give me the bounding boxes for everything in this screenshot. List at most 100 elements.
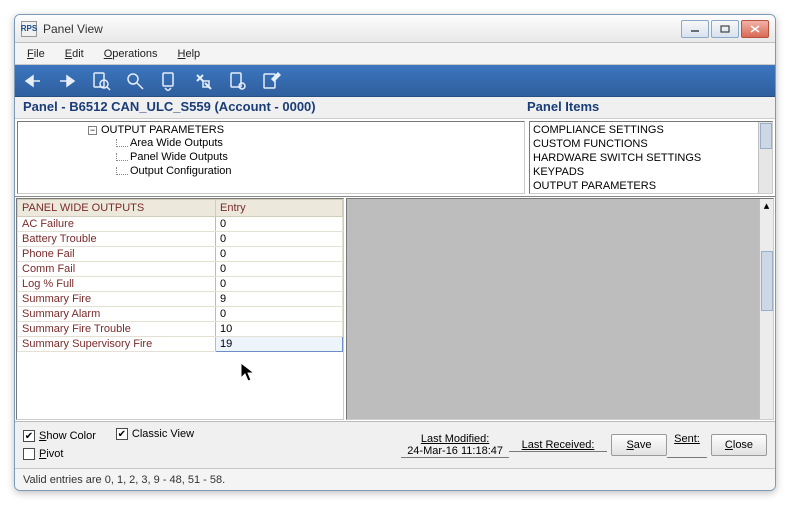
table-row[interactable]: Phone Fail0 bbox=[18, 247, 343, 262]
menu-edit[interactable]: Edit bbox=[57, 46, 92, 62]
pivot-checkbox[interactable]: Pivot bbox=[23, 448, 96, 460]
page-down-icon[interactable] bbox=[157, 69, 181, 93]
page-config-icon[interactable] bbox=[225, 69, 249, 93]
scrollbar-vertical[interactable]: ▴ bbox=[759, 199, 773, 419]
table-row[interactable]: Battery Trouble0 bbox=[18, 232, 343, 247]
tree-item-panel-wide[interactable]: Panel Wide Outputs bbox=[116, 150, 522, 164]
mid-pane: PANEL WIDE OUTPUTS Entry AC Failure0 Bat… bbox=[15, 197, 775, 422]
table-row-selected[interactable]: Summary Supervisory Fire19 bbox=[18, 337, 343, 352]
scroll-thumb[interactable] bbox=[761, 251, 773, 311]
close-button[interactable]: Close bbox=[711, 434, 767, 456]
row-label: Summary Fire Trouble bbox=[18, 322, 216, 337]
toolbar bbox=[15, 65, 775, 97]
bottom-pane: ✔ Show Color Pivot ✔ Classic View Last M… bbox=[15, 422, 775, 468]
menubar: File Edit Operations Help bbox=[15, 43, 775, 65]
maximize-button[interactable] bbox=[711, 20, 739, 38]
last-sent-label: Sent: bbox=[674, 433, 700, 445]
scroll-thumb[interactable] bbox=[760, 123, 772, 149]
checkbox-label: Show Color bbox=[39, 430, 96, 442]
panel-title: Panel - B6512 CAN_ULC_S559 (Account - 00… bbox=[23, 99, 527, 114]
checkbox-label: Pivot bbox=[39, 448, 63, 460]
row-entry[interactable]: 9 bbox=[216, 292, 343, 307]
row-entry[interactable]: 0 bbox=[216, 307, 343, 322]
classic-view-checkbox[interactable]: ✔ Classic View bbox=[116, 428, 194, 440]
search-icon[interactable] bbox=[123, 69, 147, 93]
list-item[interactable]: OUTPUT PARAMETERS bbox=[533, 179, 769, 193]
row-label: AC Failure bbox=[18, 217, 216, 232]
forward-icon[interactable] bbox=[55, 69, 79, 93]
last-modified-value: 24-Mar-16 11:18:47 bbox=[407, 445, 503, 457]
tree-pane[interactable]: − OUTPUT PARAMETERS Area Wide Outputs Pa… bbox=[17, 121, 525, 194]
minimize-button[interactable] bbox=[681, 20, 709, 38]
row-label: Summary Alarm bbox=[18, 307, 216, 322]
table-row[interactable]: AC Failure0 bbox=[18, 217, 343, 232]
tree-item-label: Area Wide Outputs bbox=[130, 137, 223, 149]
row-label: Phone Fail bbox=[18, 247, 216, 262]
table-row[interactable]: Log % Full0 bbox=[18, 277, 343, 292]
row-entry[interactable]: 0 bbox=[216, 277, 343, 292]
checkbox-icon bbox=[23, 448, 35, 460]
list-item[interactable]: HARDWARE SWITCH SETTINGS bbox=[533, 151, 769, 165]
panel-items-title: Panel Items bbox=[527, 99, 767, 114]
row-entry[interactable]: 0 bbox=[216, 247, 343, 262]
row-label: Log % Full bbox=[18, 277, 216, 292]
row-entry[interactable]: 0 bbox=[216, 217, 343, 232]
table-row[interactable]: Summary Fire Trouble10 bbox=[18, 322, 343, 337]
tree-item-label: Output Configuration bbox=[130, 165, 232, 177]
collapse-icon[interactable]: − bbox=[88, 126, 97, 135]
row-entry[interactable]: 19 bbox=[216, 337, 343, 352]
last-modified: Last Modified: 24-Mar-16 11:18:47 bbox=[401, 433, 509, 458]
tree-item-label: Panel Wide Outputs bbox=[130, 151, 228, 163]
scrollbar-vertical[interactable] bbox=[758, 122, 772, 193]
app-icon: RPS bbox=[21, 21, 37, 37]
back-icon[interactable] bbox=[21, 69, 45, 93]
status-text: Valid entries are 0, 1, 2, 3, 9 - 48, 51… bbox=[23, 474, 225, 486]
row-entry[interactable]: 0 bbox=[216, 232, 343, 247]
last-received: Last Received: bbox=[509, 439, 607, 452]
window-controls bbox=[681, 20, 769, 38]
parameters-table[interactable]: PANEL WIDE OUTPUTS Entry AC Failure0 Bat… bbox=[16, 198, 344, 420]
list-item[interactable]: COMPLIANCE SETTINGS bbox=[533, 123, 769, 137]
tree-item-output-config[interactable]: Output Configuration bbox=[116, 164, 522, 178]
titlebar: RPS Panel View bbox=[15, 15, 775, 43]
app-window: RPS Panel View File Edit Operations Help bbox=[14, 14, 776, 491]
row-label: Battery Trouble bbox=[18, 232, 216, 247]
list-item[interactable]: CUSTOM FUNCTIONS bbox=[533, 137, 769, 151]
table-row[interactable]: Comm Fail0 bbox=[18, 262, 343, 277]
menu-operations[interactable]: Operations bbox=[96, 46, 166, 62]
row-label: Summary Supervisory Fire bbox=[18, 337, 216, 352]
row-entry[interactable]: 0 bbox=[216, 262, 343, 277]
menu-help[interactable]: Help bbox=[170, 46, 209, 62]
last-sent: Sent: bbox=[667, 433, 707, 458]
list-item[interactable]: KEYPADS bbox=[533, 165, 769, 179]
edit-page-icon[interactable] bbox=[259, 69, 283, 93]
tree-root[interactable]: − OUTPUT PARAMETERS bbox=[88, 124, 522, 136]
tree-item-area-wide[interactable]: Area Wide Outputs bbox=[116, 136, 522, 150]
table-header-entry[interactable]: Entry bbox=[216, 200, 343, 217]
content-header: Panel - B6512 CAN_ULC_S559 (Account - 00… bbox=[15, 97, 775, 119]
row-entry[interactable]: 10 bbox=[216, 322, 343, 337]
statusbar: Valid entries are 0, 1, 2, 3, 9 - 48, 51… bbox=[15, 468, 775, 490]
right-controls: Last Modified: 24-Mar-16 11:18:47 Last R… bbox=[401, 433, 767, 458]
save-button[interactable]: Save bbox=[611, 434, 667, 456]
button-label: Save bbox=[626, 439, 651, 451]
tree-root-label[interactable]: OUTPUT PARAMETERS bbox=[101, 124, 224, 136]
checkbox-icon: ✔ bbox=[116, 428, 128, 440]
plugin-icon[interactable] bbox=[191, 69, 215, 93]
last-modified-label: Last Modified: bbox=[421, 433, 489, 445]
row-label: Summary Fire bbox=[18, 292, 216, 307]
menu-file[interactable]: File bbox=[19, 46, 53, 62]
show-color-checkbox[interactable]: ✔ Show Color bbox=[23, 430, 96, 442]
preview-area: ▴ bbox=[346, 198, 774, 420]
close-window-button[interactable] bbox=[741, 20, 769, 38]
button-label: Close bbox=[725, 439, 753, 451]
find-page-icon[interactable] bbox=[89, 69, 113, 93]
last-received-label: Last Received: bbox=[522, 439, 595, 451]
table-row[interactable]: Summary Fire9 bbox=[18, 292, 343, 307]
row-label: Comm Fail bbox=[18, 262, 216, 277]
window-title: Panel View bbox=[43, 22, 681, 36]
checkbox-label: Classic View bbox=[132, 428, 194, 440]
panel-items-list[interactable]: COMPLIANCE SETTINGS CUSTOM FUNCTIONS HAR… bbox=[529, 121, 773, 194]
table-header-label[interactable]: PANEL WIDE OUTPUTS bbox=[18, 200, 216, 217]
table-row[interactable]: Summary Alarm0 bbox=[18, 307, 343, 322]
